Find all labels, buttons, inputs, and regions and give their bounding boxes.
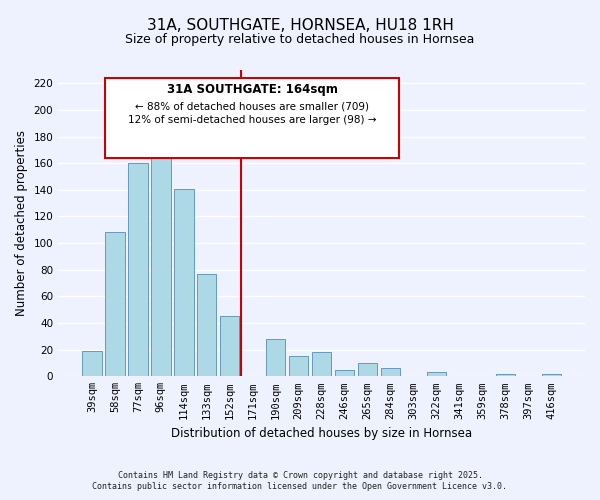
Text: 12% of semi-detached houses are larger (98) →: 12% of semi-detached houses are larger (… bbox=[128, 115, 376, 125]
Bar bbox=[496, 374, 515, 376]
Bar bbox=[381, 368, 400, 376]
Bar bbox=[266, 339, 286, 376]
Text: 31A, SOUTHGATE, HORNSEA, HU18 1RH: 31A, SOUTHGATE, HORNSEA, HU18 1RH bbox=[146, 18, 454, 32]
Bar bbox=[82, 351, 101, 376]
Bar bbox=[105, 232, 125, 376]
Bar bbox=[335, 370, 355, 376]
Bar bbox=[174, 188, 194, 376]
Text: Contains public sector information licensed under the Open Government Licence v3: Contains public sector information licen… bbox=[92, 482, 508, 491]
Bar bbox=[542, 374, 561, 376]
Bar bbox=[151, 140, 170, 376]
Bar bbox=[312, 352, 331, 376]
X-axis label: Distribution of detached houses by size in Hornsea: Distribution of detached houses by size … bbox=[171, 427, 472, 440]
Bar bbox=[197, 274, 217, 376]
Bar bbox=[289, 356, 308, 376]
Bar bbox=[427, 372, 446, 376]
Text: Size of property relative to detached houses in Hornsea: Size of property relative to detached ho… bbox=[125, 32, 475, 46]
Bar bbox=[220, 316, 239, 376]
Bar bbox=[358, 363, 377, 376]
Bar bbox=[128, 163, 148, 376]
Text: 31A SOUTHGATE: 164sqm: 31A SOUTHGATE: 164sqm bbox=[167, 84, 337, 96]
Text: ← 88% of detached houses are smaller (709): ← 88% of detached houses are smaller (70… bbox=[135, 102, 369, 112]
Text: Contains HM Land Registry data © Crown copyright and database right 2025.: Contains HM Land Registry data © Crown c… bbox=[118, 471, 482, 480]
Y-axis label: Number of detached properties: Number of detached properties bbox=[15, 130, 28, 316]
